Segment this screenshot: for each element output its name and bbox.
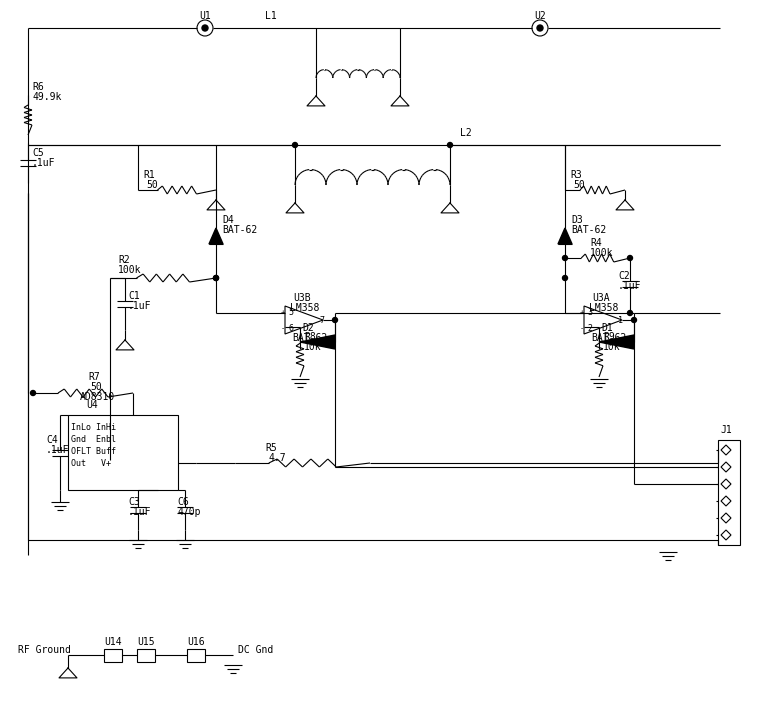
Text: C1: C1 xyxy=(128,291,140,301)
Text: D4: D4 xyxy=(222,215,234,225)
Text: 100k: 100k xyxy=(118,265,142,275)
Polygon shape xyxy=(558,228,572,244)
Text: U3B: U3B xyxy=(293,293,310,303)
Text: C2: C2 xyxy=(618,271,630,281)
Text: J1: J1 xyxy=(720,425,731,435)
Text: +: + xyxy=(580,309,584,315)
Circle shape xyxy=(293,143,297,148)
Circle shape xyxy=(447,143,453,148)
Bar xyxy=(187,649,205,662)
Text: R2: R2 xyxy=(118,255,130,265)
Text: R9: R9 xyxy=(603,332,615,342)
Text: U15: U15 xyxy=(137,637,155,647)
Text: C3: C3 xyxy=(128,497,140,507)
Polygon shape xyxy=(599,335,634,349)
Text: 3: 3 xyxy=(587,307,592,317)
Bar xyxy=(137,649,155,662)
Text: +: + xyxy=(281,309,286,315)
Text: R6: R6 xyxy=(32,82,44,92)
Text: .1uF: .1uF xyxy=(46,445,70,455)
Text: BAT-62: BAT-62 xyxy=(292,333,327,343)
Circle shape xyxy=(333,318,337,323)
Circle shape xyxy=(214,276,218,281)
Text: AD8310: AD8310 xyxy=(80,392,115,402)
Text: 6: 6 xyxy=(288,323,293,333)
Text: L1: L1 xyxy=(265,11,277,21)
Text: RF Ground: RF Ground xyxy=(18,645,71,655)
Text: 100k: 100k xyxy=(590,248,614,258)
Text: D2: D2 xyxy=(302,323,313,333)
Bar xyxy=(104,649,122,662)
Text: D3: D3 xyxy=(571,215,583,225)
Circle shape xyxy=(628,310,632,315)
Text: U14: U14 xyxy=(104,637,122,647)
Text: R4: R4 xyxy=(590,238,601,248)
Text: R7: R7 xyxy=(88,372,100,382)
Text: 7: 7 xyxy=(319,315,324,325)
Text: 470p: 470p xyxy=(177,507,200,517)
Text: U1: U1 xyxy=(199,11,211,21)
Circle shape xyxy=(628,256,632,261)
Text: .1uF: .1uF xyxy=(32,158,56,168)
Text: -: - xyxy=(580,325,584,331)
Text: OFLT Buff: OFLT Buff xyxy=(71,446,116,456)
Text: 1: 1 xyxy=(618,315,623,325)
Text: LM358: LM358 xyxy=(290,303,320,313)
Polygon shape xyxy=(300,335,335,349)
Circle shape xyxy=(563,256,567,261)
Text: 10k: 10k xyxy=(304,342,322,352)
Circle shape xyxy=(537,25,543,31)
Circle shape xyxy=(632,318,636,323)
Text: R8: R8 xyxy=(304,332,316,342)
Text: BAT-62: BAT-62 xyxy=(591,333,626,343)
Text: LM358: LM358 xyxy=(589,303,618,313)
Text: U4: U4 xyxy=(86,400,98,410)
Text: C4: C4 xyxy=(46,435,58,445)
Bar xyxy=(68,415,178,490)
Circle shape xyxy=(563,276,567,281)
Text: BAT-62: BAT-62 xyxy=(222,225,257,235)
Text: .1uF: .1uF xyxy=(128,507,152,517)
Text: C5: C5 xyxy=(32,148,44,158)
Text: 49.9k: 49.9k xyxy=(32,92,61,102)
Text: L2: L2 xyxy=(460,128,471,138)
Text: U3A: U3A xyxy=(592,293,610,303)
Text: 50: 50 xyxy=(146,180,158,190)
Text: R3: R3 xyxy=(570,170,582,180)
Circle shape xyxy=(202,25,208,31)
Text: 2: 2 xyxy=(587,323,592,333)
Text: 10k: 10k xyxy=(603,342,621,352)
Text: R1: R1 xyxy=(143,170,155,180)
Circle shape xyxy=(30,390,36,395)
Text: InLo InHi: InLo InHi xyxy=(71,423,116,431)
Text: Out   V+: Out V+ xyxy=(71,459,111,467)
Bar xyxy=(718,440,740,545)
Text: DC Gnd: DC Gnd xyxy=(238,645,273,655)
Text: BAT-62: BAT-62 xyxy=(571,225,606,235)
Polygon shape xyxy=(209,228,223,244)
Text: .1uF: .1uF xyxy=(618,281,642,291)
Text: 4.7: 4.7 xyxy=(268,453,286,463)
Circle shape xyxy=(214,276,218,281)
Text: 5: 5 xyxy=(288,307,293,317)
Text: U16: U16 xyxy=(187,637,205,647)
Text: U2: U2 xyxy=(534,11,546,21)
Text: -: - xyxy=(281,325,286,331)
Text: R5: R5 xyxy=(265,443,277,453)
Text: D1: D1 xyxy=(601,323,613,333)
Text: C6: C6 xyxy=(177,497,189,507)
Text: 50: 50 xyxy=(573,180,584,190)
Text: 50: 50 xyxy=(90,382,101,392)
Text: Gnd  Enbl: Gnd Enbl xyxy=(71,434,116,444)
Text: .1uF: .1uF xyxy=(128,301,152,311)
